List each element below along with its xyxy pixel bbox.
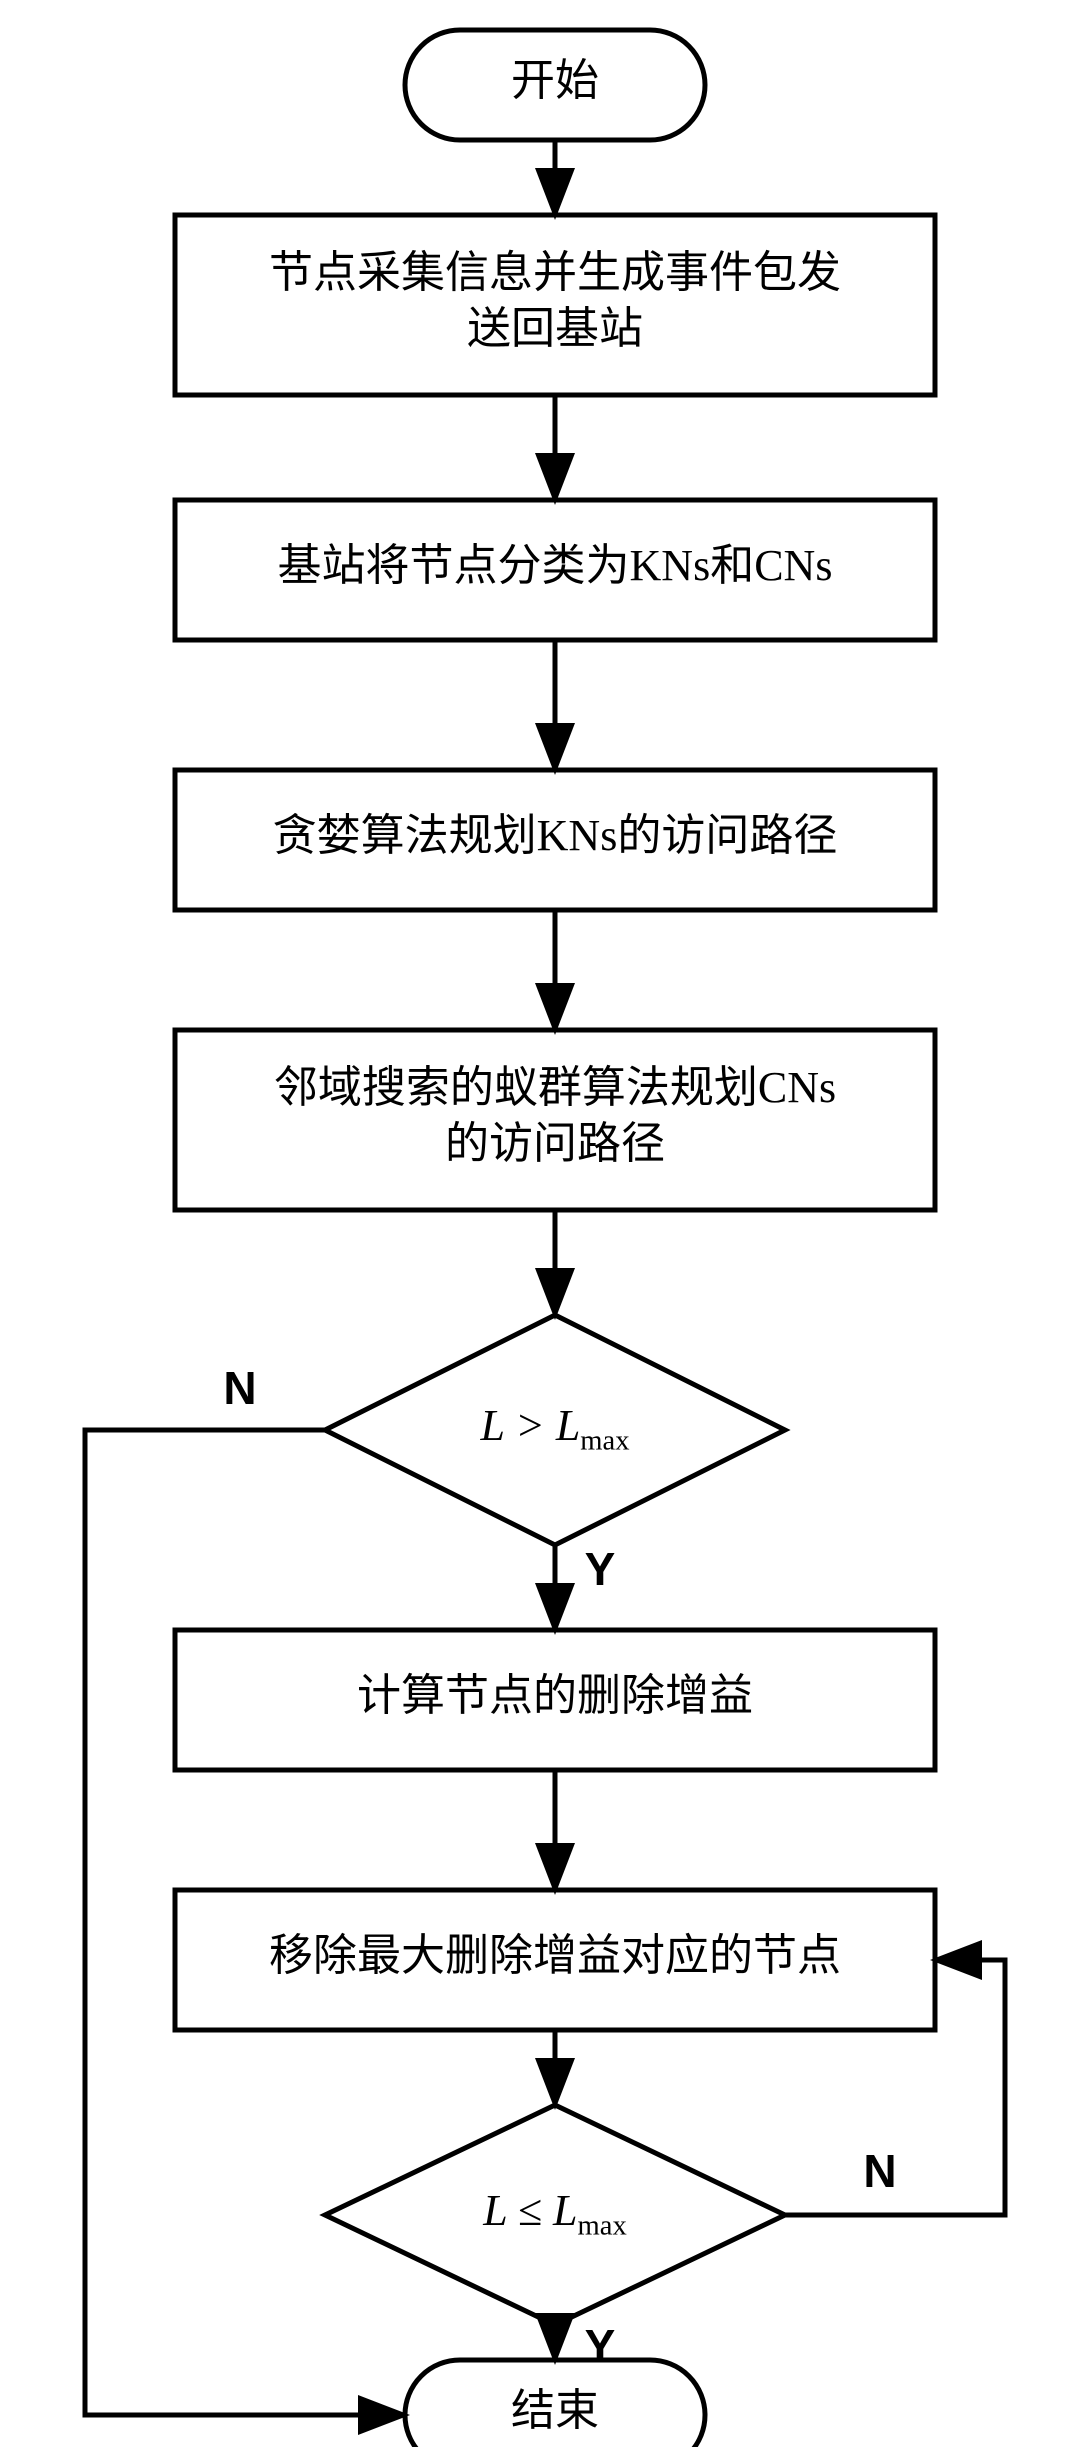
node-calc_gain: 计算节点的删除增益 [175, 1630, 935, 1770]
node-classify: 基站将节点分类为KNs和CNs [175, 500, 935, 640]
node-greedy: 贪婪算法规划KNs的访问路径 [175, 770, 935, 910]
node-text-classify-0: 基站将节点分类为KNs和CNs [278, 541, 833, 590]
edge-label-10: N [863, 2145, 896, 2197]
node-end: 结束 [405, 2360, 705, 2447]
node-text-start-0: 开始 [511, 56, 599, 105]
edge-label-9: N [223, 1362, 256, 1414]
edge-5: Y [555, 1543, 615, 1630]
node-text-remove_node-0: 移除最大删除增益对应的节点 [269, 1931, 841, 1980]
node-remove_node: 移除最大删除增益对应的节点 [175, 1890, 935, 2030]
node-text-collect-1: 送回基站 [467, 304, 643, 353]
node-text-greedy-0: 贪婪算法规划KNs的访问路径 [273, 811, 838, 860]
edge-8: Y [555, 2320, 615, 2372]
edge-label-5: Y [585, 1543, 616, 1595]
node-aco: 邻域搜索的蚁群算法规划CNs 的访问路径 [175, 1030, 935, 1210]
node-math-dec1: L > Lmax [479, 1401, 629, 1456]
edge-label-8: Y [585, 2320, 616, 2372]
node-math-dec2: L ≤ Lmax [482, 2186, 627, 2241]
node-text-aco-0: 邻域搜索的蚁群算法规划CNs [274, 1063, 836, 1112]
node-collect: 节点采集信息并生成事件包发送回基站 [175, 215, 935, 395]
node-text-calc_gain-0: 计算节点的删除增益 [357, 1671, 753, 1720]
node-dec2: L ≤ Lmax [325, 2105, 785, 2325]
node-dec1: L > Lmax [325, 1315, 785, 1545]
node-text-collect-0: 节点采集信息并生成事件包发 [269, 248, 841, 297]
node-text-end-0: 结束 [511, 2386, 599, 2435]
edge-10: N [785, 1960, 1005, 2215]
node-start: 开始 [405, 30, 705, 140]
node-text-aco-1: 的访问路径 [445, 1119, 665, 1168]
